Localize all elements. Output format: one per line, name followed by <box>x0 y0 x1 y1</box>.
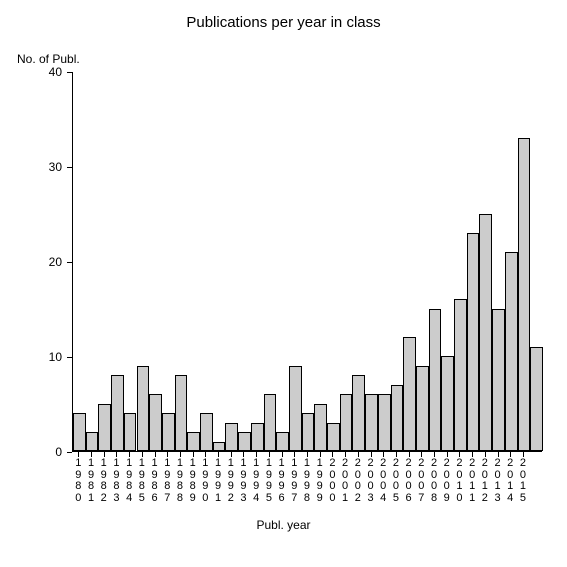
x-tick-label: 2005 <box>390 458 403 504</box>
x-tick-label: 1991 <box>212 458 225 504</box>
bar <box>492 309 505 452</box>
bar <box>124 413 137 451</box>
bar <box>137 366 150 452</box>
y-tick-mark <box>67 72 72 73</box>
x-tick-label: 2002 <box>351 458 364 504</box>
y-tick-label: 30 <box>38 160 62 174</box>
bar <box>314 404 327 452</box>
bar <box>98 404 111 452</box>
bar <box>479 214 492 452</box>
bar <box>238 432 251 451</box>
x-tick-label: 1995 <box>263 458 276 504</box>
bar <box>403 337 416 451</box>
x-tick-label: 1982 <box>97 458 110 504</box>
bar <box>289 366 302 452</box>
bar <box>225 423 238 452</box>
x-tick-label: 1992 <box>224 458 237 504</box>
x-tick-label: 1987 <box>161 458 174 504</box>
y-tick-mark <box>67 262 72 263</box>
x-tick-label: 2009 <box>440 458 453 504</box>
bar <box>213 442 226 452</box>
x-tick-label: 2006 <box>402 458 415 504</box>
bar <box>416 366 429 452</box>
y-tick-mark <box>67 452 72 453</box>
x-tick-label: 2003 <box>364 458 377 504</box>
bar <box>391 385 404 452</box>
bar <box>441 356 454 451</box>
bar <box>429 309 442 452</box>
y-tick-label: 10 <box>38 350 62 364</box>
y-tick-label: 0 <box>38 445 62 459</box>
bar <box>111 375 124 451</box>
x-tick-label: 2008 <box>428 458 441 504</box>
x-tick-label: 2011 <box>466 458 479 504</box>
x-tick-label: 2014 <box>504 458 517 504</box>
x-tick-label: 1994 <box>250 458 263 504</box>
bar <box>365 394 378 451</box>
y-axis-title: No. of Publ. <box>17 52 80 66</box>
x-tick-label: 1985 <box>136 458 149 504</box>
x-tick-label: 1990 <box>199 458 212 504</box>
bar <box>530 347 543 452</box>
bar <box>73 413 86 451</box>
bar <box>505 252 518 452</box>
y-tick-mark <box>67 167 72 168</box>
x-tick-label: 2010 <box>453 458 466 504</box>
bar <box>149 394 162 451</box>
x-tick-label: 1984 <box>123 458 136 504</box>
y-tick-label: 40 <box>38 65 62 79</box>
bar <box>467 233 480 452</box>
bar <box>264 394 277 451</box>
bar <box>251 423 264 452</box>
plot-area <box>72 72 542 452</box>
chart-container: Publications per year in class No. of Pu… <box>0 0 567 567</box>
x-tick-label: 1996 <box>275 458 288 504</box>
bar <box>187 432 200 451</box>
x-tick-label: 1983 <box>110 458 123 504</box>
x-tick-label: 2013 <box>491 458 504 504</box>
x-tick-label: 1998 <box>301 458 314 504</box>
x-tick-label: 1993 <box>237 458 250 504</box>
y-tick-label: 20 <box>38 255 62 269</box>
x-tick-label: 2015 <box>517 458 530 504</box>
x-tick-label: 2012 <box>478 458 491 504</box>
bar <box>518 138 531 452</box>
bar <box>340 394 353 451</box>
bar <box>200 413 213 451</box>
bar <box>276 432 289 451</box>
x-tick-label: 2004 <box>377 458 390 504</box>
x-tick-label: 1981 <box>85 458 98 504</box>
x-tick-label: 1980 <box>72 458 85 504</box>
x-tick-label: 1999 <box>313 458 326 504</box>
y-tick-mark <box>67 357 72 358</box>
x-tick-label: 1986 <box>148 458 161 504</box>
chart-title: Publications per year in class <box>0 14 567 31</box>
x-tick-label: 2007 <box>415 458 428 504</box>
bar <box>302 413 315 451</box>
bar <box>86 432 99 451</box>
bar <box>454 299 467 451</box>
x-tick-label: 1989 <box>186 458 199 504</box>
x-tick-label: 1988 <box>174 458 187 504</box>
x-tick-label: 1997 <box>288 458 301 504</box>
x-tick-label: 2001 <box>339 458 352 504</box>
x-axis-title: Publ. year <box>0 518 567 532</box>
bar <box>327 423 340 452</box>
x-tick-label: 2000 <box>326 458 339 504</box>
bar <box>162 413 175 451</box>
bar <box>378 394 391 451</box>
bar <box>175 375 188 451</box>
bar <box>352 375 365 451</box>
